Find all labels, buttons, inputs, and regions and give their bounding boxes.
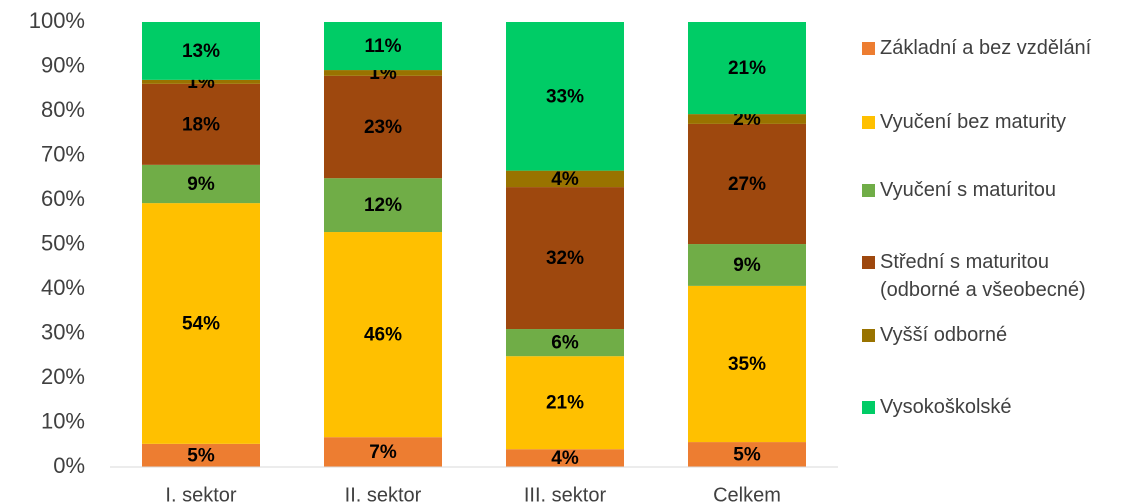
data-label: 27%	[728, 174, 766, 195]
bar-segment	[688, 442, 806, 467]
data-label: 5%	[733, 445, 761, 466]
x-tick-label: II. sektor	[345, 484, 422, 504]
y-tick-label: 0%	[53, 453, 85, 478]
data-label: 7%	[369, 442, 397, 463]
legend-swatch	[862, 184, 875, 197]
bar-segment	[506, 356, 624, 450]
data-label: 18%	[182, 114, 220, 135]
bar-segment	[142, 83, 260, 165]
bar-segment	[506, 170, 624, 188]
data-label: 21%	[546, 393, 584, 414]
y-tick-label: 70%	[41, 141, 85, 166]
data-label: 46%	[364, 325, 402, 346]
bar-segment	[142, 79, 260, 84]
x-tick-label: III. sektor	[524, 484, 607, 504]
bar-segment	[142, 164, 260, 204]
bar-segment	[506, 449, 624, 467]
data-label: 35%	[728, 354, 766, 375]
bar-segment	[142, 22, 260, 80]
legend-label: Vyučení s maturitou	[880, 179, 1057, 201]
bar-segment	[142, 203, 260, 444]
y-tick-label: 60%	[41, 186, 85, 211]
bar-segment	[142, 443, 260, 467]
data-label: 4%	[551, 448, 579, 469]
bar-segment	[324, 178, 442, 233]
data-label: 4%	[551, 169, 579, 190]
legend-label: Základní a bez vzdělání	[880, 37, 1092, 59]
bar-segment	[324, 75, 442, 179]
data-label: 32%	[546, 248, 584, 269]
legend-label: Vyšší odborné	[880, 324, 1008, 346]
data-label: 23%	[364, 117, 402, 138]
bar-segment	[506, 187, 624, 330]
legend-label: Vyučení bez maturity	[880, 111, 1067, 133]
data-label: 21%	[728, 58, 766, 79]
bar-segment	[688, 114, 806, 124]
y-tick-label: 40%	[41, 275, 85, 300]
data-label: 5%	[187, 445, 215, 466]
data-label: 6%	[551, 333, 579, 354]
data-label: 9%	[187, 174, 215, 195]
data-label: 9%	[733, 255, 761, 276]
y-tick-label: 100%	[29, 8, 85, 33]
bar-segment	[688, 244, 806, 286]
legend-swatch	[862, 329, 875, 342]
bar-segment	[506, 22, 624, 171]
legend-label: Vysokoškolské	[880, 396, 1012, 418]
legend-item: Střední s maturitou (odborné a všeobecné…	[862, 248, 1086, 304]
x-tick-label: I. sektor	[165, 484, 236, 504]
bar-segment	[506, 329, 624, 357]
data-label: 54%	[182, 314, 220, 335]
bar-segment	[688, 123, 806, 245]
bar-segment	[324, 437, 442, 467]
y-tick-label: 50%	[41, 230, 85, 255]
bar-segment	[324, 22, 442, 71]
bar-segment	[688, 22, 806, 115]
y-tick-label: 80%	[41, 97, 85, 122]
y-tick-label: 20%	[41, 364, 85, 389]
bar-segment	[688, 285, 806, 443]
y-tick-label: 10%	[41, 408, 85, 433]
data-label: 11%	[365, 36, 402, 57]
legend-item: Vyučení s maturitou	[862, 176, 1056, 204]
legend-item: Základní a bez vzdělání	[862, 34, 1091, 62]
bar-segment	[324, 232, 442, 438]
legend-item: Vysokoškolské	[862, 393, 1012, 421]
data-label: 13%	[182, 41, 220, 62]
legend-swatch	[862, 42, 875, 55]
bar-segment	[324, 70, 442, 76]
legend-swatch	[862, 401, 875, 414]
y-tick-label: 30%	[41, 319, 85, 344]
data-label: 2%	[733, 109, 761, 130]
legend-label: Střední s maturitou (odborné a všeobecné…	[880, 251, 1086, 301]
data-label: 33%	[546, 86, 584, 107]
y-tick-label: 90%	[41, 52, 85, 77]
legend-swatch	[862, 116, 875, 129]
legend-item: Vyučení bez maturity	[862, 108, 1066, 136]
x-tick-label: Celkem	[713, 484, 781, 504]
data-label: 12%	[364, 195, 402, 216]
legend-item: Vyšší odborné	[862, 321, 1007, 349]
legend-swatch	[862, 256, 875, 269]
